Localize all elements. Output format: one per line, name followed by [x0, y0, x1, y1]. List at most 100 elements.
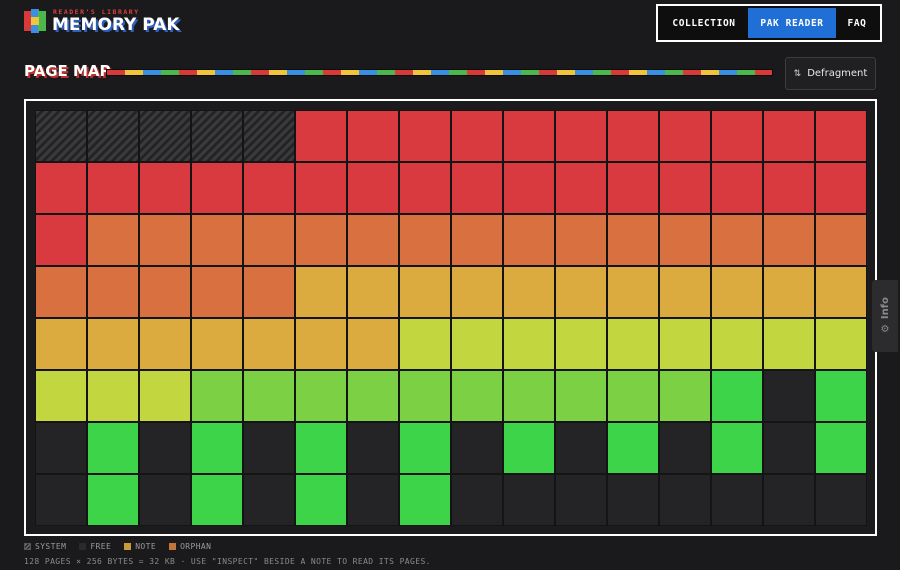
page-cell-note[interactable] [399, 214, 451, 266]
page-cell-note[interactable] [711, 266, 763, 318]
page-cell-note[interactable] [191, 318, 243, 370]
page-cell-note[interactable] [87, 474, 139, 526]
page-cell-note[interactable] [243, 162, 295, 214]
page-cell-note[interactable] [659, 162, 711, 214]
page-cell-note[interactable] [295, 422, 347, 474]
page-cell-note[interactable] [555, 318, 607, 370]
page-cell-system[interactable] [191, 110, 243, 162]
page-cell-note[interactable] [347, 162, 399, 214]
page-cell-note[interactable] [711, 162, 763, 214]
page-cell-note[interactable] [711, 318, 763, 370]
page-cell-note[interactable] [87, 162, 139, 214]
page-cell-note[interactable] [399, 422, 451, 474]
page-cell-note[interactable] [607, 370, 659, 422]
page-cell-note[interactable] [191, 162, 243, 214]
page-cell-note[interactable] [243, 214, 295, 266]
nav-faq[interactable]: FAQ [847, 17, 867, 29]
page-cell-note[interactable] [87, 318, 139, 370]
page-cell-system[interactable] [243, 110, 295, 162]
page-cell-note[interactable] [295, 370, 347, 422]
nav-collection[interactable]: COLLECTION [672, 17, 736, 29]
page-cell-free[interactable] [763, 422, 815, 474]
page-cell-note[interactable] [399, 110, 451, 162]
page-cell-note[interactable] [451, 266, 503, 318]
page-cell-note[interactable] [711, 370, 763, 422]
page-cell-free[interactable] [35, 474, 87, 526]
page-cell-note[interactable] [347, 110, 399, 162]
info-tab[interactable]: Info ⚙ [872, 280, 898, 352]
page-cell-note[interactable] [399, 162, 451, 214]
page-cell-note[interactable] [35, 370, 87, 422]
page-cell-free[interactable] [35, 422, 87, 474]
page-cell-free[interactable] [815, 474, 867, 526]
page-cell-note[interactable] [503, 214, 555, 266]
page-cell-free[interactable] [503, 474, 555, 526]
page-cell-note[interactable] [347, 214, 399, 266]
page-cell-note[interactable] [607, 110, 659, 162]
page-cell-note[interactable] [815, 110, 867, 162]
page-cell-note[interactable] [399, 318, 451, 370]
page-cell-free[interactable] [711, 474, 763, 526]
page-cell-note[interactable] [555, 266, 607, 318]
page-cell-note[interactable] [503, 422, 555, 474]
page-cell-note[interactable] [503, 370, 555, 422]
page-cell-note[interactable] [399, 266, 451, 318]
page-cell-note[interactable] [451, 214, 503, 266]
page-cell-note[interactable] [191, 370, 243, 422]
nav-pak-reader[interactable]: PAK READER [748, 8, 836, 38]
page-cell-free[interactable] [243, 474, 295, 526]
page-cell-note[interactable] [399, 474, 451, 526]
page-cell-note[interactable] [295, 110, 347, 162]
page-cell-note[interactable] [139, 214, 191, 266]
page-cell-note[interactable] [87, 370, 139, 422]
page-cell-note[interactable] [711, 110, 763, 162]
page-cell-note[interactable] [711, 422, 763, 474]
page-cell-note[interactable] [503, 162, 555, 214]
page-cell-note[interactable] [191, 266, 243, 318]
page-cell-note[interactable] [243, 266, 295, 318]
page-cell-note[interactable] [659, 110, 711, 162]
page-cell-free[interactable] [451, 422, 503, 474]
page-cell-free[interactable] [451, 474, 503, 526]
page-cell-note[interactable] [191, 474, 243, 526]
page-cell-note[interactable] [139, 370, 191, 422]
page-cell-free[interactable] [139, 474, 191, 526]
page-cell-note[interactable] [451, 318, 503, 370]
page-cell-note[interactable] [139, 266, 191, 318]
page-cell-note[interactable] [295, 266, 347, 318]
page-cell-note[interactable] [503, 266, 555, 318]
app-logo[interactable]: READER'S LIBRARY MEMORY PAK [24, 9, 180, 34]
page-cell-note[interactable] [451, 110, 503, 162]
page-cell-note[interactable] [607, 318, 659, 370]
page-cell-note[interactable] [35, 266, 87, 318]
page-cell-note[interactable] [347, 370, 399, 422]
page-cell-note[interactable] [815, 318, 867, 370]
page-cell-note[interactable] [191, 214, 243, 266]
page-cell-note[interactable] [87, 214, 139, 266]
page-cell-note[interactable] [451, 162, 503, 214]
page-cell-note[interactable] [451, 370, 503, 422]
page-cell-note[interactable] [347, 318, 399, 370]
page-cell-note[interactable] [139, 162, 191, 214]
page-cell-free[interactable] [763, 474, 815, 526]
page-cell-free[interactable] [347, 474, 399, 526]
page-cell-note[interactable] [503, 318, 555, 370]
page-cell-note[interactable] [295, 214, 347, 266]
page-cell-note[interactable] [295, 318, 347, 370]
page-cell-note[interactable] [607, 214, 659, 266]
page-cell-note[interactable] [243, 318, 295, 370]
page-cell-free[interactable] [243, 422, 295, 474]
page-cell-note[interactable] [763, 266, 815, 318]
page-cell-note[interactable] [659, 318, 711, 370]
page-cell-free[interactable] [555, 422, 607, 474]
page-cell-note[interactable] [815, 162, 867, 214]
defragment-button[interactable]: ⇅ Defragment [785, 57, 876, 90]
page-cell-free[interactable] [347, 422, 399, 474]
page-cell-note[interactable] [243, 370, 295, 422]
page-cell-note[interactable] [347, 266, 399, 318]
page-cell-note[interactable] [607, 162, 659, 214]
page-cell-system[interactable] [139, 110, 191, 162]
page-cell-note[interactable] [659, 266, 711, 318]
page-cell-note[interactable] [815, 422, 867, 474]
page-cell-note[interactable] [607, 266, 659, 318]
